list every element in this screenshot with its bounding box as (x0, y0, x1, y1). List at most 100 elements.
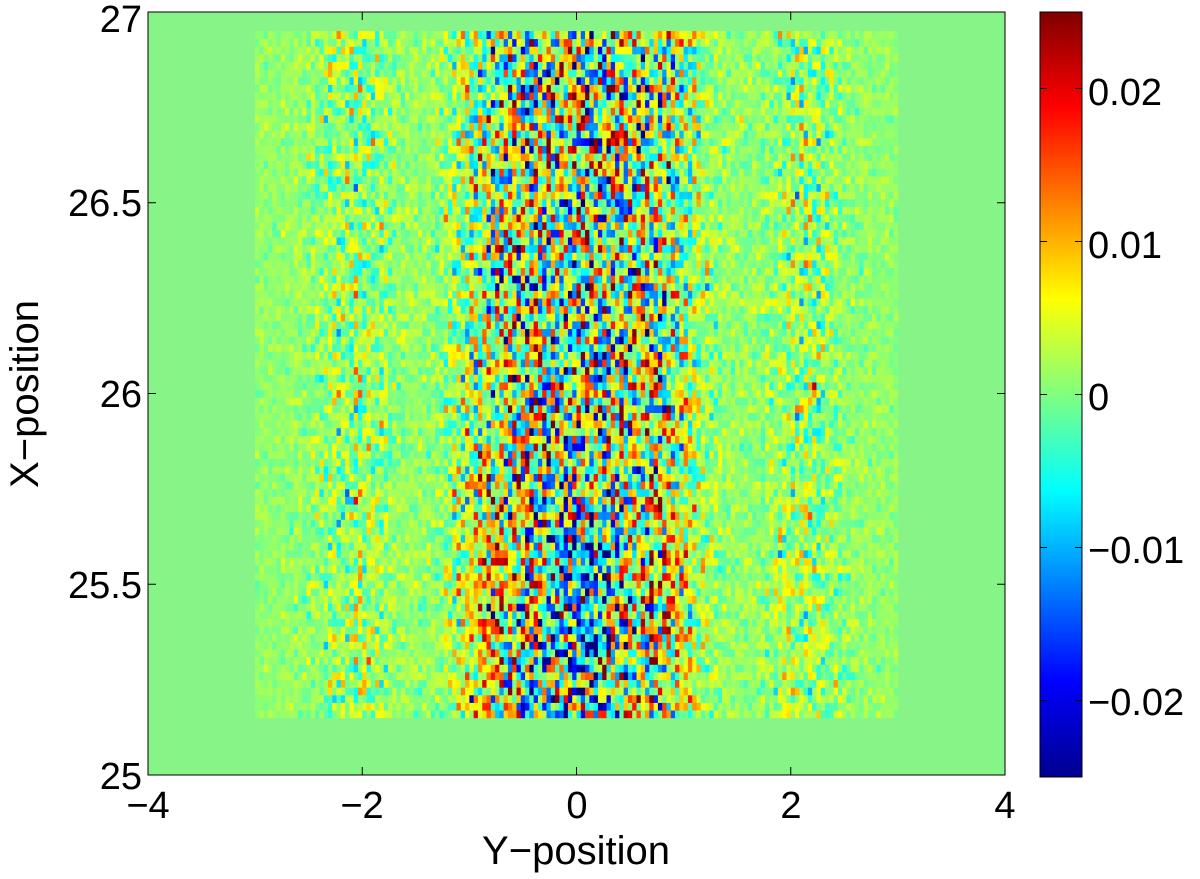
heatmap-cell (653, 710, 659, 719)
heatmap-cell (893, 588, 899, 597)
heatmap-cell (743, 610, 749, 619)
heatmap-cell (297, 527, 303, 536)
heatmap-cell (542, 641, 547, 650)
heatmap-cell (829, 595, 834, 604)
heatmap-cell (546, 588, 552, 597)
heatmap-cell (687, 572, 693, 581)
heatmap-cell (396, 542, 402, 551)
heatmap-cell (426, 618, 432, 627)
heatmap-cell (606, 481, 612, 490)
heatmap-cell (297, 481, 303, 490)
heatmap-cell (486, 610, 492, 619)
heatmap-cell (846, 649, 852, 658)
heatmap-cell (465, 572, 470, 581)
heatmap-cell (662, 488, 667, 497)
heatmap-cell (842, 618, 847, 627)
heatmap-cell (499, 687, 505, 696)
heatmap-cell (332, 595, 337, 604)
heatmap-cell (529, 549, 535, 558)
heatmap-cell (889, 679, 894, 688)
heatmap-cell (542, 610, 547, 619)
heatmap-cell (302, 496, 307, 505)
heatmap-cell (362, 588, 367, 597)
heatmap-cell (259, 656, 265, 665)
heatmap-cell (735, 488, 740, 497)
heatmap-cell (383, 679, 389, 688)
heatmap-cell (430, 572, 436, 581)
heatmap-cell (439, 519, 445, 528)
heatmap-cell (816, 534, 822, 543)
heatmap-cell (765, 580, 770, 589)
heatmap-cell (259, 519, 265, 528)
heatmap-cell (413, 618, 419, 627)
heatmap-cell (259, 496, 265, 505)
heatmap-cell (593, 610, 599, 619)
heatmap-cell (443, 710, 449, 719)
heatmap-cell (263, 702, 269, 711)
heatmap-cell (730, 481, 736, 490)
heatmap-cell (366, 504, 372, 513)
heatmap-cell (345, 481, 350, 490)
heatmap-cell (276, 542, 282, 551)
heatmap-cell (645, 603, 650, 612)
heatmap-cell (649, 694, 655, 703)
heatmap-cell (392, 519, 397, 528)
heatmap-cell (610, 488, 616, 497)
heatmap-cell (795, 588, 800, 597)
heatmap-cell (452, 519, 457, 528)
heatmap-cell (743, 626, 749, 635)
heatmap-cell (507, 603, 513, 612)
heatmap-cell (430, 694, 436, 703)
heatmap-cell (417, 710, 423, 719)
heatmap-cell (430, 557, 436, 566)
heatmap-cell (657, 481, 663, 490)
heatmap-cell (396, 549, 402, 558)
heatmap-cell (546, 679, 552, 688)
heatmap-cell (340, 603, 346, 612)
heatmap-cell (859, 694, 864, 703)
heatmap-cell (460, 641, 466, 650)
heatmap-cell (263, 511, 269, 520)
heatmap-cell (619, 710, 625, 719)
heatmap-cell (653, 488, 659, 497)
heatmap-cell (756, 542, 762, 551)
heatmap-cell (259, 565, 265, 574)
heatmap-cell (799, 534, 804, 543)
heatmap-cell (816, 610, 822, 619)
heatmap-cell (713, 664, 719, 673)
heatmap-cell (705, 504, 710, 513)
heatmap-cell (422, 534, 427, 543)
heatmap-cell (555, 603, 560, 612)
heatmap-cell (529, 626, 535, 635)
heatmap-cell (657, 633, 663, 642)
heatmap-cell (272, 603, 277, 612)
heatmap-cell (863, 481, 869, 490)
heatmap-cell (285, 496, 290, 505)
heatmap-cell (482, 679, 487, 688)
heatmap-cell (426, 702, 432, 711)
heatmap-cell (773, 610, 779, 619)
heatmap-cell (315, 565, 320, 574)
heatmap-cell (820, 710, 826, 719)
heatmap-cell (495, 633, 500, 642)
heatmap-cell (559, 687, 565, 696)
heatmap-cell (773, 633, 779, 642)
heatmap-cell (893, 511, 899, 520)
heatmap-cell (319, 527, 325, 536)
heatmap-cell (730, 580, 736, 589)
heatmap-cell (576, 687, 582, 696)
heatmap-cell (717, 626, 723, 635)
heatmap-cell (362, 496, 367, 505)
heatmap-cell (880, 565, 886, 574)
heatmap-cell (353, 473, 359, 482)
heatmap-cell (447, 496, 453, 505)
heatmap-cell (276, 618, 282, 627)
heatmap-cell (782, 649, 787, 658)
heatmap-cell (319, 572, 325, 581)
heatmap-cell (310, 649, 316, 658)
heatmap-cell (825, 465, 830, 475)
heatmap-cell (542, 519, 547, 528)
heatmap-cell (572, 618, 577, 627)
heatmap-cell (383, 626, 389, 635)
heatmap-cell (820, 580, 826, 589)
